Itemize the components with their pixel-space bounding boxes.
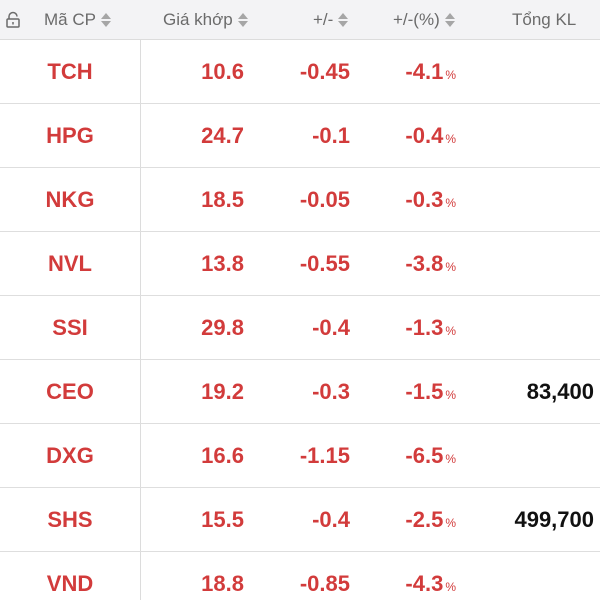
price-cell: 13.8 xyxy=(201,250,244,276)
volume-cell xyxy=(456,232,594,295)
percent-cell: -3.8% xyxy=(350,232,456,295)
percent-cell: -2.5% xyxy=(350,488,456,551)
price-cell: 19.2 xyxy=(201,378,244,404)
volume-cell xyxy=(456,104,594,167)
sort-icon[interactable] xyxy=(237,12,248,28)
percent-value: -6.5 xyxy=(405,442,444,468)
percent-sign: % xyxy=(445,387,456,402)
header-change[interactable]: +/- xyxy=(313,0,349,40)
sort-icon[interactable] xyxy=(100,12,111,28)
percent-value: -4.1 xyxy=(405,58,444,84)
change-cell: -0.05 xyxy=(299,186,350,212)
volume-cell xyxy=(456,424,594,487)
percent-sign: % xyxy=(445,67,456,82)
symbol-cell: NKG xyxy=(45,186,95,212)
volume-cell xyxy=(456,296,594,359)
percent-value: -3.8 xyxy=(405,250,444,276)
symbol-cell: DXG xyxy=(46,442,94,468)
percent-sign: % xyxy=(445,131,456,146)
table-row[interactable]: HPG 24.7 -0.1 -0.4% xyxy=(0,104,600,168)
table-row[interactable]: SSI 29.8 -0.4 -1.3% xyxy=(0,296,600,360)
header-percent-label: +/-(%) xyxy=(393,10,440,29)
table-row[interactable]: SHS 15.5 -0.4 -2.5% 499,700 xyxy=(0,488,600,552)
sort-icon[interactable] xyxy=(338,12,349,28)
percent-cell: -0.3% xyxy=(350,168,456,231)
price-cell: 15.5 xyxy=(201,506,244,532)
percent-sign: % xyxy=(445,451,456,466)
symbol-cell: VND xyxy=(46,570,94,596)
symbol-cell: TCH xyxy=(47,58,93,84)
symbol-cell: NVL xyxy=(48,250,92,276)
percent-value: -1.3 xyxy=(405,314,444,340)
lock-icon[interactable] xyxy=(5,11,21,29)
table-row[interactable]: CEO 19.2 -0.3 -1.5% 83,400 xyxy=(0,360,600,424)
header-percent[interactable]: +/-(%) xyxy=(393,0,455,40)
table-row[interactable]: NKG 18.5 -0.05 -0.3% xyxy=(0,168,600,232)
symbol-cell: CEO xyxy=(46,378,94,404)
percent-value: -0.3 xyxy=(405,186,444,212)
table-row[interactable]: NVL 13.8 -0.55 -3.8% xyxy=(0,232,600,296)
table-row[interactable]: DXG 16.6 -1.15 -6.5% xyxy=(0,424,600,488)
symbol-cell: SHS xyxy=(47,506,93,532)
percent-sign: % xyxy=(445,195,456,210)
column-divider xyxy=(140,40,141,600)
price-cell: 24.7 xyxy=(201,122,244,148)
volume-cell: 499,700 xyxy=(514,506,594,532)
percent-cell: -4.1% xyxy=(350,40,456,103)
volume-cell xyxy=(456,168,594,231)
percent-sign: % xyxy=(445,515,456,530)
volume-cell xyxy=(456,552,594,600)
table-row[interactable]: VND 18.8 -0.85 -4.3% xyxy=(0,552,600,600)
percent-value: -1.5 xyxy=(405,378,444,404)
price-cell: 10.6 xyxy=(201,58,244,84)
percent-sign: % xyxy=(445,323,456,338)
percent-cell: -6.5% xyxy=(350,424,456,487)
symbol-cell: HPG xyxy=(46,122,94,148)
sort-icon[interactable] xyxy=(444,12,455,28)
header-change-label: +/- xyxy=(313,10,334,29)
table-row[interactable]: TCH 10.6 -0.45 -4.1% xyxy=(0,40,600,104)
percent-cell: -0.4% xyxy=(350,104,456,167)
header-volume[interactable]: Tổng KL xyxy=(512,0,576,40)
change-cell: -1.15 xyxy=(299,442,350,468)
header-symbol-label: Mã CP xyxy=(44,10,96,29)
header-volume-label: Tổng KL xyxy=(512,10,577,29)
change-cell: -0.45 xyxy=(299,58,350,84)
table-header: Mã CP Giá khớp +/- +/-(%) Tổng KL xyxy=(0,0,600,40)
header-symbol[interactable]: Mã CP xyxy=(44,0,111,40)
percent-value: -4.3 xyxy=(405,570,444,596)
volume-cell xyxy=(456,40,594,103)
percent-sign: % xyxy=(445,259,456,274)
percent-value: -2.5 xyxy=(405,506,444,532)
header-price[interactable]: Giá khớp xyxy=(163,0,248,40)
price-cell: 29.8 xyxy=(201,314,244,340)
header-price-label: Giá khớp xyxy=(163,10,233,29)
symbol-cell: SSI xyxy=(52,314,88,340)
percent-cell: -1.5% xyxy=(350,360,456,423)
price-cell: 16.6 xyxy=(201,442,244,468)
percent-cell: -4.3% xyxy=(350,552,456,600)
change-cell: -0.85 xyxy=(299,570,350,596)
change-cell: -0.3 xyxy=(312,378,350,404)
percent-cell: -1.3% xyxy=(350,296,456,359)
change-cell: -0.4 xyxy=(312,314,350,340)
volume-cell: 83,400 xyxy=(526,378,594,404)
change-cell: -0.55 xyxy=(299,250,350,276)
price-cell: 18.5 xyxy=(201,186,244,212)
change-cell: -0.1 xyxy=(312,122,350,148)
change-cell: -0.4 xyxy=(312,506,350,532)
percent-sign: % xyxy=(445,579,456,594)
price-cell: 18.8 xyxy=(201,570,244,596)
percent-value: -0.4 xyxy=(405,122,444,148)
